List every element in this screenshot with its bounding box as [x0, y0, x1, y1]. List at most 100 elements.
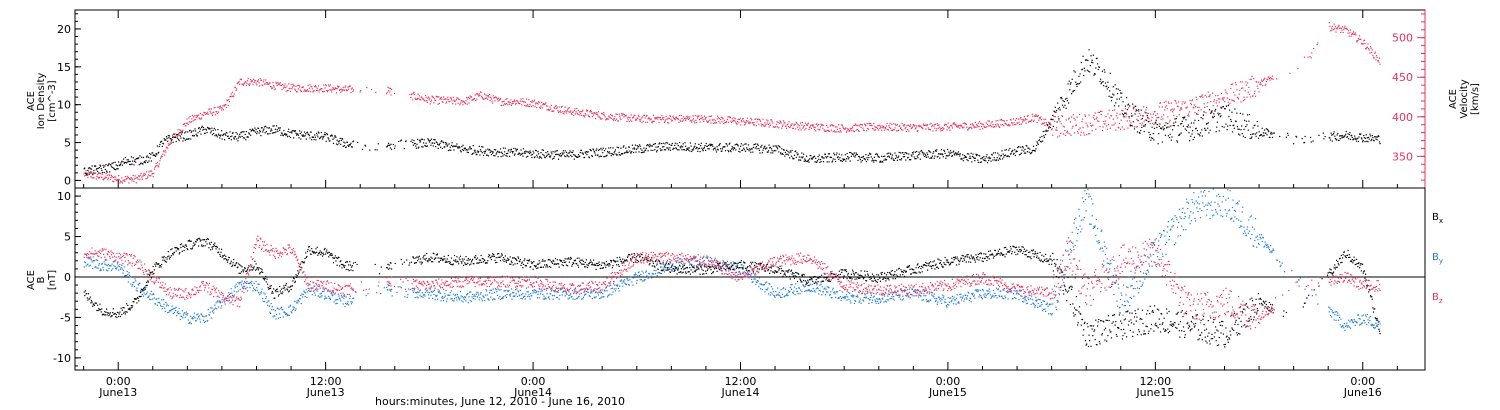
point-velocity [966, 126, 968, 128]
point-density [350, 142, 352, 144]
point-velocity [1166, 105, 1168, 107]
point-density [1126, 97, 1128, 99]
point-density [951, 155, 953, 157]
point-density [613, 154, 615, 156]
point-velocity [1220, 106, 1222, 108]
point-density [187, 138, 189, 140]
point-by [202, 319, 204, 321]
point-velocity [139, 178, 141, 180]
point-density [914, 151, 917, 153]
point-density [422, 146, 424, 148]
point-density [591, 155, 593, 157]
point-density [931, 155, 933, 157]
point-velocity [1053, 115, 1055, 117]
point-by [632, 284, 634, 286]
point-by [351, 301, 353, 303]
point-by [406, 296, 408, 298]
point-velocity [496, 98, 499, 100]
point-density [423, 139, 425, 141]
point-density [570, 151, 572, 153]
point-velocity [113, 181, 115, 183]
point-density [1192, 130, 1194, 132]
point-velocity [104, 177, 106, 179]
point-density [377, 143, 379, 145]
point-velocity [821, 124, 823, 126]
point-velocity [567, 109, 569, 111]
point-density [130, 163, 132, 166]
point-velocity [871, 125, 873, 127]
point-velocity [685, 119, 687, 121]
point-velocity [1352, 33, 1354, 35]
point-density [193, 130, 195, 132]
point-velocity [842, 127, 845, 129]
point-velocity [832, 131, 834, 133]
point-density [770, 148, 773, 150]
point-density [657, 146, 659, 148]
point-by [519, 294, 521, 296]
point-velocity [800, 122, 802, 124]
point-velocity [691, 119, 693, 121]
point-velocity [746, 117, 748, 119]
point-by [191, 317, 194, 319]
point-velocity [137, 178, 139, 180]
point-by [184, 316, 186, 319]
point-density [890, 153, 892, 155]
point-by [607, 294, 609, 296]
point-density [427, 138, 429, 140]
point-velocity [642, 120, 644, 122]
point-density [447, 144, 449, 146]
point-velocity [192, 120, 194, 122]
point-density [466, 148, 468, 151]
point-density [705, 149, 707, 151]
point-by [91, 261, 93, 263]
point-velocity [701, 116, 704, 118]
point-density [245, 131, 247, 133]
point-density [1204, 127, 1206, 129]
point-by [465, 300, 467, 302]
point-velocity [329, 89, 331, 91]
point-density [1175, 121, 1177, 123]
point-density [435, 141, 437, 143]
point-density [1086, 59, 1088, 61]
point-density [1268, 131, 1270, 133]
point-density [214, 135, 216, 137]
point-density [1087, 70, 1090, 72]
point-velocity [1188, 115, 1190, 117]
point-density [674, 144, 676, 146]
point-velocity [758, 118, 760, 120]
point-by [317, 285, 319, 287]
point-by [218, 306, 220, 308]
point-density [1193, 122, 1195, 124]
point-density [1021, 149, 1023, 151]
point-density [812, 157, 814, 159]
point-by [213, 308, 215, 310]
point-by [301, 293, 303, 295]
point-density [412, 144, 414, 146]
point-density [118, 164, 120, 166]
point-velocity [1209, 94, 1211, 96]
point-density [778, 145, 780, 147]
point-velocity [900, 127, 902, 129]
point-density [814, 161, 816, 163]
point-by [477, 292, 479, 294]
point-by [186, 314, 188, 316]
point-velocity [280, 84, 283, 86]
point-density [894, 157, 897, 159]
point-density [1072, 90, 1074, 92]
point-velocity [752, 122, 754, 124]
point-density [618, 151, 620, 153]
point-velocity [180, 131, 182, 134]
point-velocity [1297, 68, 1299, 70]
point-density [1287, 132, 1289, 134]
point-velocity [810, 127, 812, 130]
point-density [351, 146, 353, 148]
point-velocity [176, 135, 178, 137]
point-velocity [982, 123, 984, 125]
point-by [263, 300, 266, 303]
point-density [848, 157, 850, 159]
point-velocity [277, 83, 279, 85]
point-velocity [722, 118, 724, 120]
point-velocity [974, 121, 976, 123]
point-velocity [121, 177, 123, 179]
point-by [338, 295, 340, 297]
